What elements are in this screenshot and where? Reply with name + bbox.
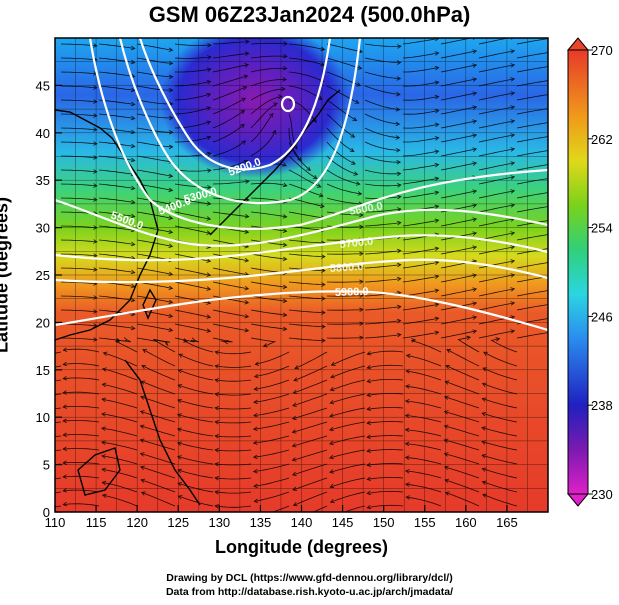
credit-data-source: Data from http://database.rish.kyoto-u.a… xyxy=(165,586,454,598)
y-tick-label: 0 xyxy=(43,505,50,520)
credit-dcl: Drawing by DCL (https://www.gfd-dennou.o… xyxy=(166,572,453,584)
x-tick-label: 145 xyxy=(332,515,354,530)
y-tick-label: 45 xyxy=(36,78,50,93)
x-tick-label: 165 xyxy=(496,515,518,530)
colorbar-top-arrow xyxy=(566,37,590,51)
y-tick-label: 25 xyxy=(36,268,50,283)
geopotential-contours xyxy=(55,38,548,332)
y-tick-label: 15 xyxy=(36,363,50,378)
x-tick-label: 115 xyxy=(86,515,107,530)
x-tick-label: 130 xyxy=(208,515,230,530)
x-axis-ticks: 110 115 120 125 130 135 140 145 150 155 160 165 xyxy=(45,505,518,530)
contour-label-5600: 5600.0 xyxy=(348,200,383,218)
colorbar-bar xyxy=(567,49,589,495)
x-tick-label: 150 xyxy=(373,515,395,530)
x-tick-label: 135 xyxy=(250,515,272,530)
colorbar-bottom-arrow xyxy=(566,493,590,507)
y-tick-label: 10 xyxy=(36,410,50,425)
y-tick-label: 5 xyxy=(43,458,50,473)
contour-label-5800: 5800.0 xyxy=(329,261,363,275)
colorbar-tick-label: 246 xyxy=(591,309,613,324)
x-tick-label: 110 xyxy=(45,515,66,530)
colorbar: 230 238 246 254 262 270 xyxy=(566,37,613,507)
y-tick-label: 20 xyxy=(36,315,50,330)
x-tick-label: 120 xyxy=(126,515,148,530)
x-tick-label: 160 xyxy=(455,515,477,530)
colorbar-tick-label: 230 xyxy=(591,487,613,502)
colorbar-tick-label: 238 xyxy=(591,398,613,413)
contour-label-5700: 5700.0 xyxy=(339,236,374,251)
x-axis-label: Longitude (degrees) xyxy=(214,537,388,557)
y-tick-label: 30 xyxy=(36,221,50,236)
y-tick-label: 35 xyxy=(36,173,50,188)
colorbar-tick-label: 270 xyxy=(591,43,613,58)
x-tick-label: 140 xyxy=(291,515,313,530)
colorbar-tick-label: 262 xyxy=(591,132,613,147)
map-plot: 5200.0 5300.0 5400.0 5500.0 5600.0 5700.… xyxy=(36,37,613,530)
y-tick-label: 40 xyxy=(36,126,50,141)
temperature-field: 5200.0 5300.0 5400.0 5500.0 5600.0 5700.… xyxy=(55,38,548,512)
x-tick-label: 125 xyxy=(167,515,189,530)
chart-title: GSM 06Z23Jan2024 (500.0hPa) xyxy=(148,2,471,27)
contour-label-5900: 5900.0 xyxy=(335,286,369,299)
y-axis-ticks: 0 5 10 15 20 25 30 35 40 45 xyxy=(36,78,62,520)
x-tick-label: 155 xyxy=(414,515,436,530)
colorbar-tick-label: 254 xyxy=(591,221,613,236)
